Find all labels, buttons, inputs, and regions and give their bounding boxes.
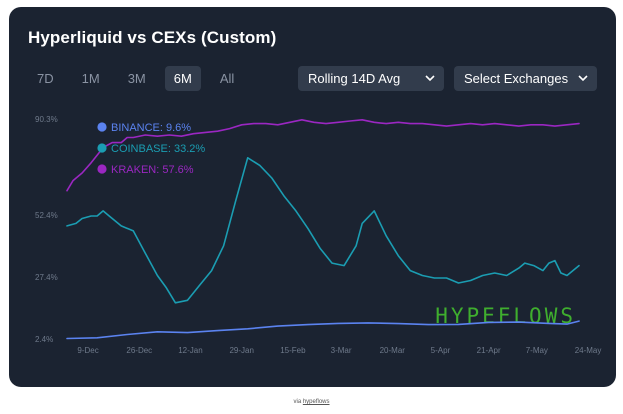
period-6m-button[interactable]: 6M — [164, 66, 201, 91]
period-3m-button[interactable]: 3M — [127, 71, 146, 86]
source-caption: via hypeflows — [0, 399, 623, 405]
x-axis: 9-Dec 26-Dec 12-Jan 29-Jan 15-Feb 3-Mar 20-Mar… — [77, 346, 601, 355]
y-tick-label: 2.4% — [35, 335, 53, 344]
y-axis: 2.4% 27.4% 52.4% 90.3% — [35, 115, 58, 344]
x-tick-label: 26-Dec — [126, 346, 152, 355]
x-tick-label: 5-Apr — [431, 346, 451, 355]
legend-marker-binance — [97, 122, 107, 132]
series-line-binance — [66, 320, 580, 340]
x-tick-label: 15-Feb — [280, 346, 306, 355]
legend-marker-kraken — [97, 164, 107, 174]
series-line-coinbase — [66, 157, 580, 304]
x-tick-label: 9-Dec — [77, 346, 98, 355]
period-selector: 7D 1M 3M 6M All — [28, 66, 253, 91]
line-chart: 2.4% 27.4% 52.4% 90.3% 9-Dec 26-Dec 12-Jan 29-… — [35, 115, 601, 355]
exchange-select-value: Select Exchanges — [464, 71, 569, 86]
x-tick-label: 3-Mar — [331, 346, 352, 355]
x-tick-label: 29-Jan — [229, 346, 253, 355]
period-all-button[interactable]: All — [219, 71, 235, 86]
x-tick-label: 20-Mar — [380, 346, 406, 355]
exchange-select[interactable]: Select Exchanges — [454, 66, 597, 91]
y-tick-label: 90.3% — [35, 115, 58, 124]
chevron-down-icon — [578, 75, 588, 82]
y-tick-label: 52.4% — [35, 211, 58, 220]
chevron-down-icon — [425, 75, 435, 82]
chart-title: Hyperliquid vs CEXs (Custom) — [28, 28, 277, 47]
caption-prefix: via — [293, 399, 303, 405]
legend-label-kraken: KRAKEN: 57.6% — [111, 164, 194, 176]
legend: BINANCE: 9.6% COINBASE: 33.2% KRAKEN: 57.6… — [97, 122, 205, 176]
chart-card: Hyperliquid vs CEXs (Custom) 7D 1M 3M 6M… — [9, 7, 616, 387]
y-tick-label: 27.4% — [35, 273, 58, 282]
legend-label-coinbase: COINBASE: 33.2% — [111, 143, 205, 155]
x-tick-label: 7-May — [526, 346, 548, 355]
x-tick-label: 24-May — [575, 346, 602, 355]
period-7d-button[interactable]: 7D — [37, 71, 54, 86]
rolling-average-select[interactable]: Rolling 14D Avg — [298, 66, 444, 91]
legend-marker-coinbase — [97, 143, 107, 153]
x-tick-label: 12-Jan — [178, 346, 202, 355]
hypeflows-link[interactable]: hypeflows — [302, 399, 330, 405]
period-1m-button[interactable]: 1M — [81, 71, 100, 86]
rolling-average-value: Rolling 14D Avg — [308, 71, 401, 86]
series-line-kraken — [66, 119, 580, 192]
legend-label-binance: BINANCE: 9.6% — [111, 122, 191, 134]
series-lines — [66, 119, 580, 340]
x-tick-label: 21-Apr — [477, 346, 501, 355]
